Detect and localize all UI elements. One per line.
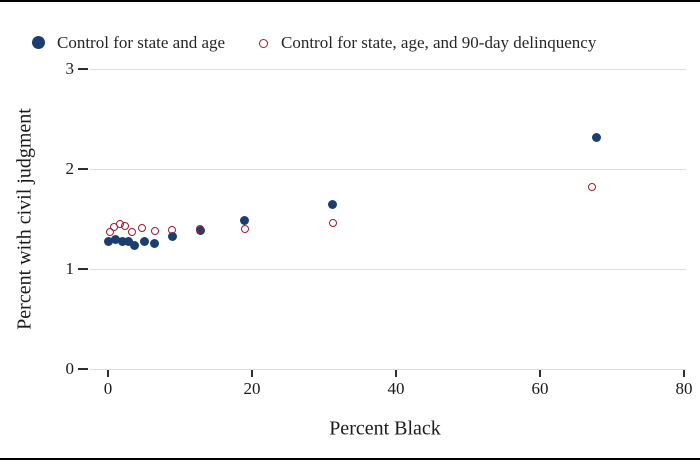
y-tick-mark-1 xyxy=(78,268,88,270)
data-point-filled xyxy=(240,215,250,225)
y-tick-mark-3 xyxy=(78,68,88,70)
data-point-filled xyxy=(103,236,113,246)
y-tick-label-3: 3 xyxy=(65,59,75,78)
x-tick-mark-0 xyxy=(107,370,109,377)
gridline-y-0 xyxy=(90,368,686,370)
gridline-y-1 xyxy=(90,268,686,270)
y-tick-mark-0 xyxy=(78,368,88,370)
legend-label-series1: Control for state and age xyxy=(57,33,226,52)
x-tick-label-0: 0 xyxy=(103,379,113,398)
top-border-line xyxy=(0,0,700,2)
gridline-y-3 xyxy=(90,68,686,70)
open-circle-icon xyxy=(259,39,268,48)
x-tick-label-40: 40 xyxy=(387,379,405,398)
data-point-filled xyxy=(124,236,134,246)
x-tick-label-20: 20 xyxy=(243,379,261,398)
data-point-open xyxy=(127,228,136,236)
data-point-filled xyxy=(150,238,160,248)
x-tick-label-80: 80 xyxy=(675,379,693,398)
x-tick-mark-60 xyxy=(539,370,541,377)
x-tick-mark-40 xyxy=(395,370,397,377)
data-point-filled xyxy=(139,236,149,246)
x-tick-mark-20 xyxy=(251,370,253,377)
legend-label-series2: Control for state, age, and 90-day delin… xyxy=(281,33,597,52)
y-tick-label-1: 1 xyxy=(65,259,75,278)
data-point-filled xyxy=(110,234,120,244)
data-point-open xyxy=(587,183,596,191)
data-point-filled xyxy=(117,236,127,246)
x-tick-mark-80 xyxy=(683,370,685,377)
data-point-open xyxy=(137,224,146,232)
data-point-filled xyxy=(328,199,338,209)
gridline-y-2 xyxy=(90,168,686,170)
y-tick-label-2: 2 xyxy=(65,159,75,178)
y-axis-title: Percent with civil judgment xyxy=(13,108,36,330)
data-point-open xyxy=(196,225,205,233)
data-point-open xyxy=(328,219,337,227)
x-axis-title: Percent Black xyxy=(329,417,441,440)
data-point-filled xyxy=(130,240,140,250)
data-point-open xyxy=(121,222,130,230)
data-point-open xyxy=(150,227,159,235)
bottom-border-line xyxy=(0,458,700,460)
y-tick-label-0: 0 xyxy=(65,359,75,378)
data-point-filled xyxy=(167,231,177,241)
y-tick-mark-2 xyxy=(78,168,88,170)
x-tick-label-60: 60 xyxy=(531,379,549,398)
data-point-open xyxy=(240,225,249,233)
data-point-filled xyxy=(591,132,601,142)
data-point-open xyxy=(168,226,177,234)
filled-circle-icon xyxy=(32,36,45,49)
